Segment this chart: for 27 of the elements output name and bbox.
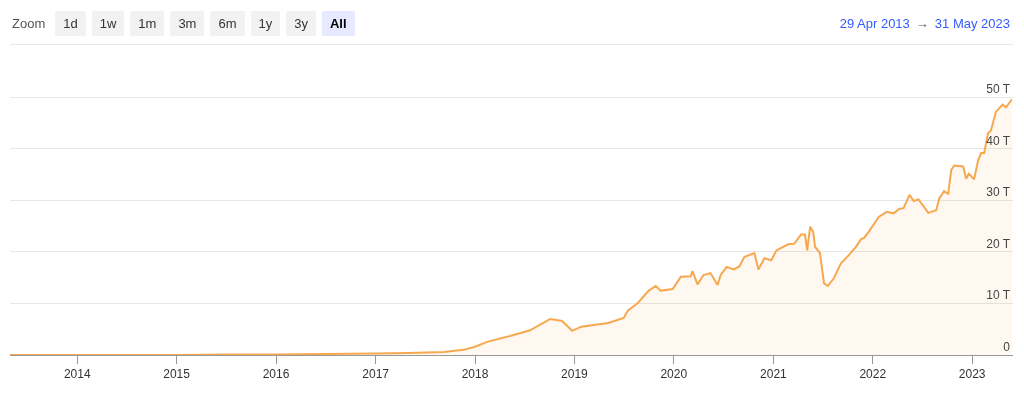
text: Zoom <box>12 15 46 31</box>
text: → <box>915 15 929 31</box>
text: 1m <box>130 10 165 36</box>
x-tick-label: 2019 <box>561 367 589 382</box>
y-tick-label: 20 T <box>986 236 1011 251</box>
x-tick-label: 2020 <box>660 367 688 382</box>
x-tick-label: 2022 <box>859 367 887 382</box>
x-tick-label: 2017 <box>362 367 390 382</box>
y-tick-label: 30 T <box>986 185 1011 200</box>
text: 1y <box>250 10 281 36</box>
x-tick-label: 2023 <box>958 367 986 382</box>
text: 6m <box>210 10 245 36</box>
text: 1d <box>55 10 86 36</box>
x-tick-label: 2014 <box>63 367 91 382</box>
y-tick-label: 50 T <box>986 82 1011 97</box>
x-tick-label: 2021 <box>760 367 788 382</box>
x-tick-label: 2016 <box>262 367 290 382</box>
text: All <box>321 10 355 36</box>
y-tick-label: 0 <box>1003 339 1011 354</box>
text: 1w <box>91 10 125 36</box>
y-tick-label: 10 T <box>986 288 1011 303</box>
x-tick-label: 2015 <box>163 367 191 382</box>
text: 3y <box>286 10 316 36</box>
x-tick-label: 2018 <box>461 367 489 382</box>
text: 3m <box>170 10 205 36</box>
text: 29 Apr 2013 <box>839 15 910 31</box>
text: 31 May 2023 <box>934 15 1010 31</box>
